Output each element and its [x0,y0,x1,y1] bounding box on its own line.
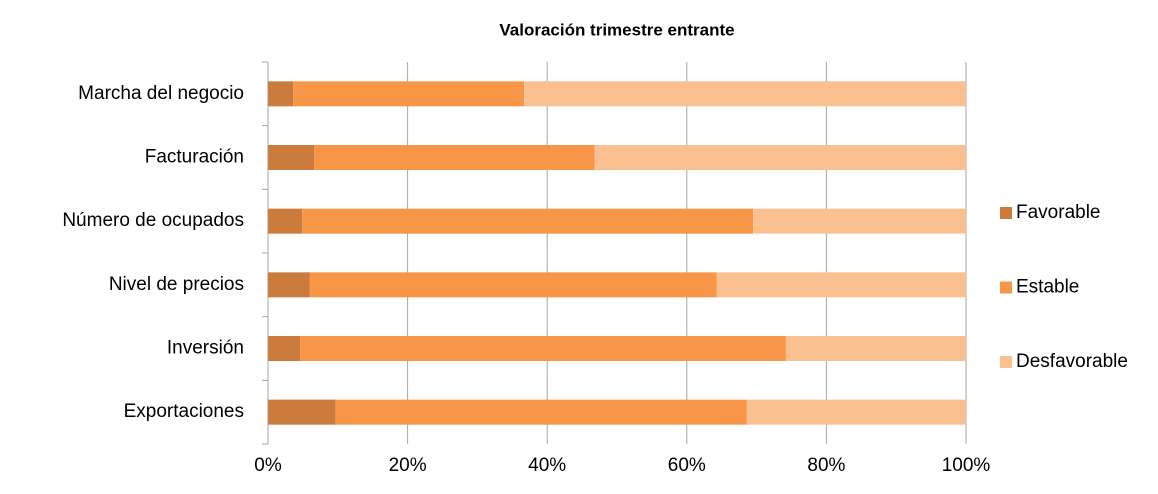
y-tick-label: Número de ocupados [62,210,244,231]
bar-segment [785,336,966,361]
legend-label: Favorable [1016,202,1101,223]
chart-title: Valoración trimestre entrante [499,20,734,39]
x-tick-label: 40% [528,455,566,476]
legend-swatch [1000,281,1012,294]
bar-segment [309,272,717,298]
y-tick-label: Facturación [145,147,244,168]
bar-segment [524,81,966,107]
legend-label: Desfavorable [1016,351,1128,372]
bar-segment [268,81,294,107]
bar-segment [268,145,315,170]
legend-swatch [1000,207,1012,219]
bar-segment [335,399,747,425]
y-tick-label: Exportaciones [124,401,244,422]
bar-segment [302,208,754,234]
bar-segment [268,399,336,425]
legend-label: Estable [1016,277,1079,298]
bar-segment [268,208,303,234]
bar-segment [746,399,966,425]
bar-segment [268,336,301,361]
x-tick-label: 60% [668,455,706,476]
bar-segment [300,336,786,361]
legend-swatch [1000,356,1012,368]
x-tick-label: 80% [807,455,845,476]
bar-segment [594,145,966,170]
bar-segment [716,272,966,298]
y-tick-label: Inversión [167,338,244,359]
y-tick-label: Nivel de precios [109,274,244,295]
x-tick-label: 20% [389,455,427,476]
y-tick-label: Marcha del negocio [78,83,244,104]
bar-segment [268,272,310,298]
x-tick-label: 0% [254,455,282,476]
bar-segment [753,208,966,234]
x-tick-label: 100% [942,455,991,476]
bar-segment [314,145,595,170]
bar-segment [293,81,525,107]
